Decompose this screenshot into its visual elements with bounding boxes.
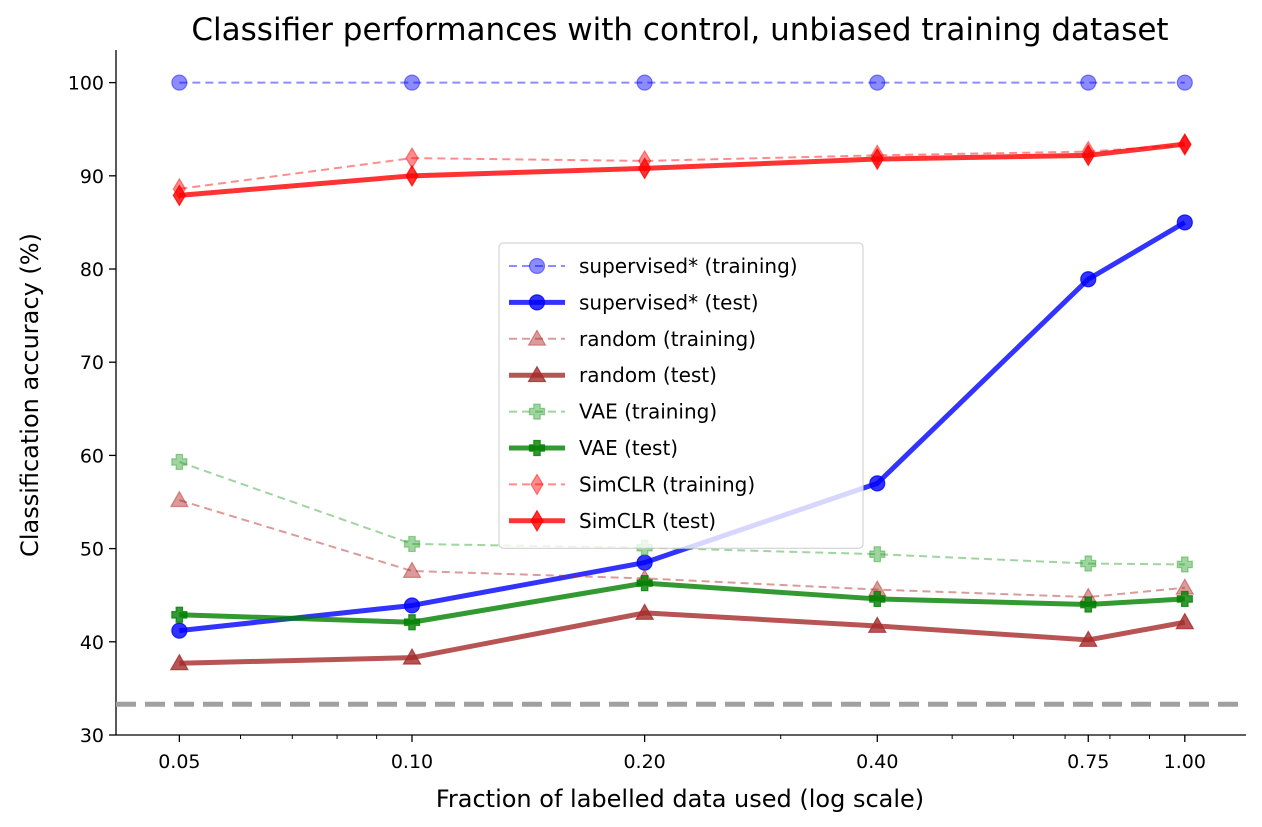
legend-marker	[528, 439, 546, 457]
series-line	[179, 144, 1185, 190]
data-point	[869, 590, 886, 608]
legend-label: random (test)	[579, 363, 717, 387]
chart-title: Classifier performances with control, un…	[191, 12, 1168, 48]
data-point	[1080, 596, 1097, 613]
legend-label: supervised* (test)	[579, 290, 759, 314]
x-tick-label: 0.05	[158, 751, 200, 773]
legend-label: SimCLR (test)	[579, 509, 716, 533]
series-vae-test	[171, 574, 1193, 631]
plot-area	[116, 74, 1246, 707]
data-point	[1176, 74, 1193, 91]
legend-marker	[528, 403, 546, 420]
series-line	[179, 610, 1186, 666]
data-point	[636, 554, 653, 571]
data-point	[1081, 144, 1095, 167]
data-point	[405, 164, 419, 187]
data-point	[867, 616, 887, 633]
y-tick-label: 70	[80, 352, 104, 374]
series-line	[179, 580, 1185, 625]
data-point	[403, 614, 421, 631]
data-point	[172, 184, 187, 207]
data-point	[1175, 612, 1195, 630]
data-point	[1078, 630, 1098, 647]
data-point	[637, 157, 652, 180]
legend-box	[498, 242, 864, 549]
legend-marker	[527, 329, 547, 346]
data-point	[1080, 74, 1097, 91]
legend-marker	[530, 509, 544, 532]
legend-marker	[530, 473, 544, 496]
data-point	[169, 490, 189, 508]
data-point	[636, 74, 653, 91]
data-point	[869, 546, 886, 563]
data-point	[1080, 555, 1097, 572]
data-point	[1176, 590, 1193, 608]
data-point	[402, 561, 422, 578]
series-line	[179, 141, 1186, 198]
x-tick-label: 0.75	[1067, 751, 1109, 773]
legend-marker	[528, 257, 546, 275]
x-tick-label: 0.20	[623, 751, 665, 773]
y-axis-label: Classification accuracy (%)	[16, 233, 44, 557]
legend-label: random (training)	[579, 327, 756, 351]
y-tick-label: 100	[68, 73, 104, 95]
data-point	[1080, 271, 1097, 288]
data-point	[1178, 132, 1192, 156]
y-tick-label: 80	[80, 259, 104, 281]
legend-label: VAE (test)	[579, 436, 678, 460]
axes: 30 40 50 60 70 80 90 100 0.05 0.10 0.20 0.40 0.75 1.0…	[68, 50, 1246, 773]
legend-marker	[528, 294, 546, 311]
data-point	[171, 453, 188, 471]
data-point	[403, 74, 421, 91]
legend-label: SimCLR (training)	[579, 472, 755, 496]
data-point	[869, 74, 886, 91]
data-point	[171, 622, 188, 639]
data-point	[171, 606, 188, 623]
data-point	[1176, 556, 1193, 573]
x-tick-label: 1.00	[1164, 751, 1206, 773]
legend-label: VAE (training)	[579, 400, 717, 424]
data-point	[402, 647, 422, 665]
data-point	[403, 535, 421, 553]
y-tick-label: 40	[80, 632, 104, 654]
legend-marker	[527, 365, 547, 383]
series-supervised-training	[171, 74, 1193, 91]
y-tick-label: 30	[80, 725, 104, 747]
y-tick-label: 60	[80, 445, 104, 467]
data-point	[171, 74, 188, 91]
series-line	[179, 460, 1185, 566]
data-point	[169, 653, 189, 671]
legend-label: supervised* (training)	[579, 254, 798, 278]
y-tick-label: 90	[80, 166, 104, 188]
data-point	[636, 574, 653, 592]
x-tick-label: 0.40	[856, 751, 898, 773]
x-axis-label: Fraction of labelled data used (log scal…	[436, 785, 924, 813]
data-point	[635, 603, 655, 620]
data-point	[403, 597, 421, 614]
series-simclr-test	[172, 132, 1192, 207]
x-tick-label: 0.10	[391, 751, 433, 773]
y-tick-label: 50	[80, 539, 104, 561]
data-point	[870, 147, 884, 171]
legend: supervised* (training) supervised* (test)…	[498, 242, 864, 549]
series-line	[179, 499, 1185, 599]
data-point	[1176, 214, 1193, 231]
data-point	[869, 475, 886, 492]
series-random-test	[169, 603, 1195, 671]
